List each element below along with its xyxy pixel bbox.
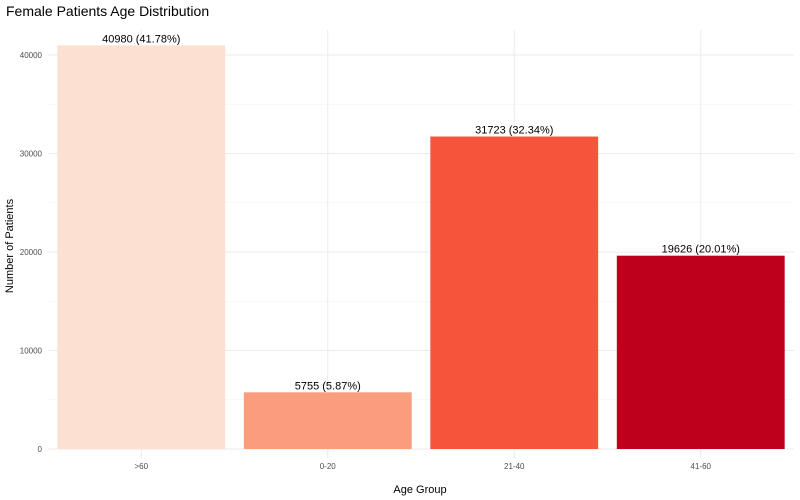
y-axis-title: Number of Patients <box>4 198 16 293</box>
data-label: 40980 (41.78%) <box>102 33 180 45</box>
bar <box>57 45 226 450</box>
bar <box>430 136 599 449</box>
bars <box>57 45 785 450</box>
bar <box>243 392 412 449</box>
x-axis-ticks: >60 0-20 21-40 41-60 <box>134 462 711 471</box>
x-axis-title: Age Group <box>393 484 446 496</box>
y-tick-label: 0 <box>38 445 43 454</box>
data-labels: 40980 (41.78%) 5755 (5.87%) 31723 (32.34%)… <box>102 33 740 392</box>
x-tick-label: 0-20 <box>320 462 337 471</box>
chart-title: Female Patients Age Distribution <box>6 3 209 19</box>
data-label: 5755 (5.87%) <box>295 380 361 392</box>
y-tick-label: 10000 <box>20 347 43 356</box>
bar <box>616 255 785 449</box>
y-tick-label: 20000 <box>20 248 43 257</box>
y-axis-ticks: 0 10000 20000 30000 40000 <box>20 51 43 454</box>
data-label: 19626 (20.01%) <box>662 244 740 256</box>
x-tick-label: 41-60 <box>691 462 712 471</box>
data-label: 31723 (32.34%) <box>475 125 553 137</box>
y-tick-label: 30000 <box>20 150 43 159</box>
y-tick-label: 40000 <box>20 51 43 60</box>
x-tick-label: >60 <box>134 462 148 471</box>
x-tick-label: 21-40 <box>504 462 525 471</box>
